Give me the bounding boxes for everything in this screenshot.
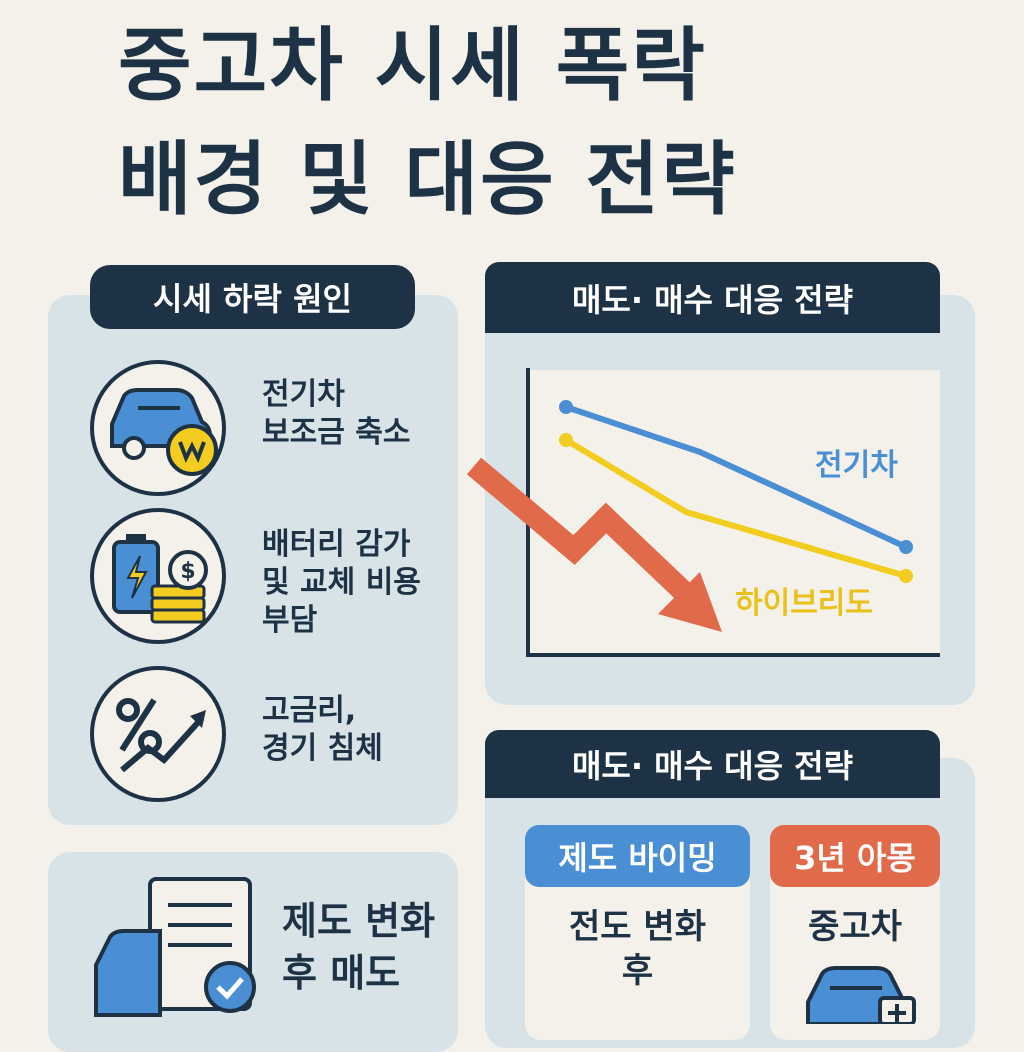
sell-text: 제도 변화 후 매도	[282, 895, 435, 999]
ev-line-label: 전기차	[815, 448, 898, 483]
cause-line: 고금리,	[262, 693, 357, 728]
ev-icon-art	[110, 388, 218, 476]
cause-text: 배터리 감가 및 교체 비용 부담	[262, 526, 421, 640]
trend-title: 매도· 매수 대응 전략	[485, 262, 940, 333]
car-icon	[806, 966, 916, 1024]
battery-icon: $	[90, 508, 226, 644]
title-line: 중고차 시세 폭락	[118, 19, 707, 112]
cause-line: 및 교체 비용	[262, 565, 421, 600]
ev-icon	[90, 360, 226, 496]
cause-line: 보조금 축소	[262, 415, 411, 450]
card-text: 중고차	[770, 905, 940, 949]
cause-line: 배터리 감가	[262, 527, 411, 562]
trend-illustration	[466, 368, 940, 657]
battery-icon-art: $	[112, 534, 208, 624]
coin-symbol: $	[180, 559, 195, 584]
cause-line: 경기 침체	[262, 731, 383, 766]
page: {"header": {"title": ["중고차 시세 폭락", "배경 및…	[48, 19, 975, 1052]
card-text: 전도 변화 후	[525, 905, 750, 993]
sell-line: 제도 변화	[282, 899, 436, 943]
card-line: 후	[621, 951, 654, 991]
cause-text: 고금리, 경기 침체	[262, 692, 383, 768]
title-line: 배경 및 대응 전략	[118, 133, 737, 226]
hybrid-line-label: 하이브리도	[735, 586, 873, 621]
rate-icon	[90, 666, 226, 802]
cause-text: 전기차 보조금 축소	[262, 376, 410, 452]
car-document-icon	[94, 877, 256, 1017]
card-line: 전도 변화	[569, 907, 706, 947]
sell-line: 후 매도	[282, 951, 401, 995]
card-tag: 제도 바이밍	[525, 825, 750, 887]
cause-line: 전기차	[262, 377, 345, 412]
rate-icon-art	[116, 698, 206, 773]
strategy-title: 매도· 매수 대응 전략	[485, 730, 940, 798]
card-line: 중고차	[808, 907, 902, 947]
causes-title: 시세 하락 원인	[90, 265, 415, 329]
cause-line: 부담	[262, 603, 318, 638]
card-tag: 3년 아몽	[770, 825, 940, 887]
